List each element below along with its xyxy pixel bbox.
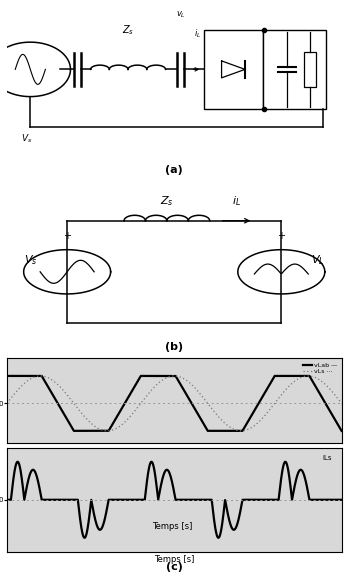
Text: $i_L$: $i_L$ (232, 194, 241, 208)
Text: $V_s$: $V_s$ (21, 133, 33, 145)
Text: $V_L$: $V_L$ (312, 253, 325, 267)
Text: $Z_s$: $Z_s$ (122, 23, 134, 37)
X-axis label: Temps [s]: Temps [s] (154, 554, 195, 564)
Text: $Z_s$: $Z_s$ (160, 194, 174, 208)
Text: Temps [s]: Temps [s] (152, 522, 193, 531)
Text: $i_L$: $i_L$ (194, 27, 201, 40)
FancyBboxPatch shape (204, 30, 263, 108)
Text: +: + (277, 231, 285, 241)
Text: +: + (63, 231, 71, 241)
Legend: vLab —, vLs ···: vLab —, vLs ··· (301, 361, 338, 375)
Text: (c): (c) (166, 562, 183, 572)
FancyBboxPatch shape (304, 52, 316, 87)
Text: $V_s$: $V_s$ (23, 253, 37, 267)
Text: (a): (a) (165, 165, 183, 175)
Text: (b): (b) (165, 342, 183, 352)
FancyBboxPatch shape (263, 30, 326, 108)
Text: iLs: iLs (322, 455, 332, 461)
Text: $v_L$: $v_L$ (176, 9, 186, 20)
